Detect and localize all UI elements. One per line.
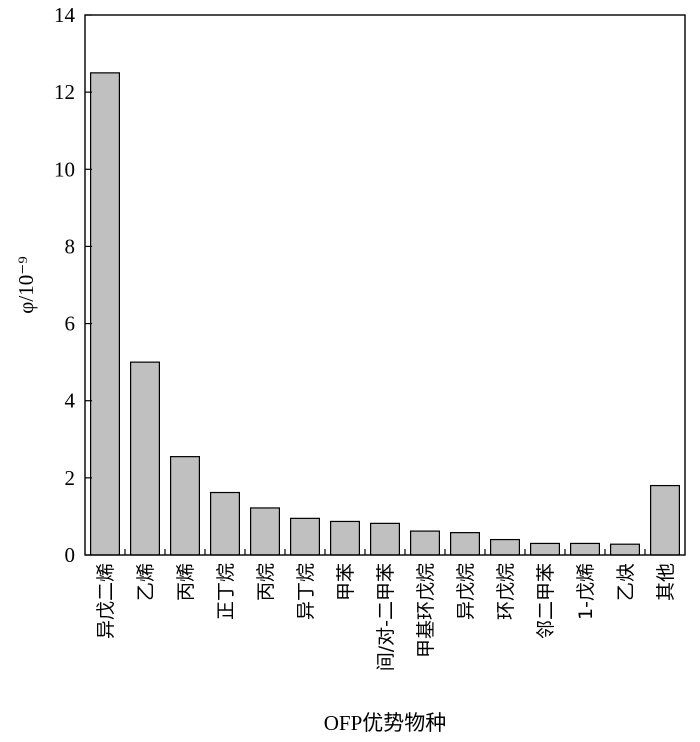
bar xyxy=(609,543,640,556)
x-axis-ticks: 异戊二烯 乙烯 丙烯 正丁烷 丙烷 异丁烷 甲苯 间/对-二甲苯 甲基环戊烷 异戊烷 环戊烷 邻二甲苯… xyxy=(95,549,677,671)
bar xyxy=(649,484,680,556)
x-tick-label: 环戊烷 xyxy=(495,563,517,620)
x-tick-label: 乙烯 xyxy=(135,563,157,601)
bar xyxy=(290,517,321,556)
x-tick-label: 乙炔 xyxy=(615,563,637,601)
x-tick-label: 异戊二烯 xyxy=(95,563,117,639)
x-tick-label: 异戊烷 xyxy=(455,563,477,620)
x-tick-label: 邻二甲苯 xyxy=(535,563,557,639)
x-tick-label: 间/对-二甲苯 xyxy=(375,563,397,671)
bar xyxy=(370,522,401,556)
bars-group xyxy=(89,72,680,556)
bar xyxy=(330,520,361,556)
x-tick-label: 异丁烷 xyxy=(295,563,317,620)
x-axis-title: OFP优势物种 xyxy=(324,711,447,735)
bar xyxy=(170,456,201,556)
bar xyxy=(210,491,241,556)
x-tick-label: 丙烯 xyxy=(175,563,197,601)
y-tick-label: 12 xyxy=(54,80,75,104)
y-axis-title: φ/10⁻⁹ xyxy=(14,256,38,313)
bar xyxy=(250,507,281,556)
bar xyxy=(529,542,560,556)
plot-frame xyxy=(84,14,686,556)
bar xyxy=(130,361,161,556)
y-tick-label: 10 xyxy=(54,157,75,181)
bar xyxy=(89,72,120,556)
bar xyxy=(410,530,441,556)
x-tick-label: 甲苯 xyxy=(335,563,357,601)
y-tick-label: 8 xyxy=(65,234,76,258)
x-tick-label: 丙烷 xyxy=(255,563,277,601)
y-tick-label: 4 xyxy=(65,389,76,413)
bar xyxy=(490,538,521,556)
y-tick-label: 6 xyxy=(65,312,76,336)
x-tick-label: 甲基环戊烷 xyxy=(415,563,437,658)
y-tick-label: 14 xyxy=(54,3,76,27)
y-axis-ticks: 0 2 4 6 8 10 12 14 xyxy=(54,3,92,567)
bar xyxy=(569,542,600,556)
x-tick-label: 1-戊烯 xyxy=(575,563,597,620)
bar xyxy=(450,532,481,556)
x-tick-label: 正丁烷 xyxy=(215,563,237,620)
y-tick-label: 0 xyxy=(65,543,76,567)
x-tick-label: 其他 xyxy=(655,563,677,601)
y-tick-label: 2 xyxy=(65,466,76,490)
